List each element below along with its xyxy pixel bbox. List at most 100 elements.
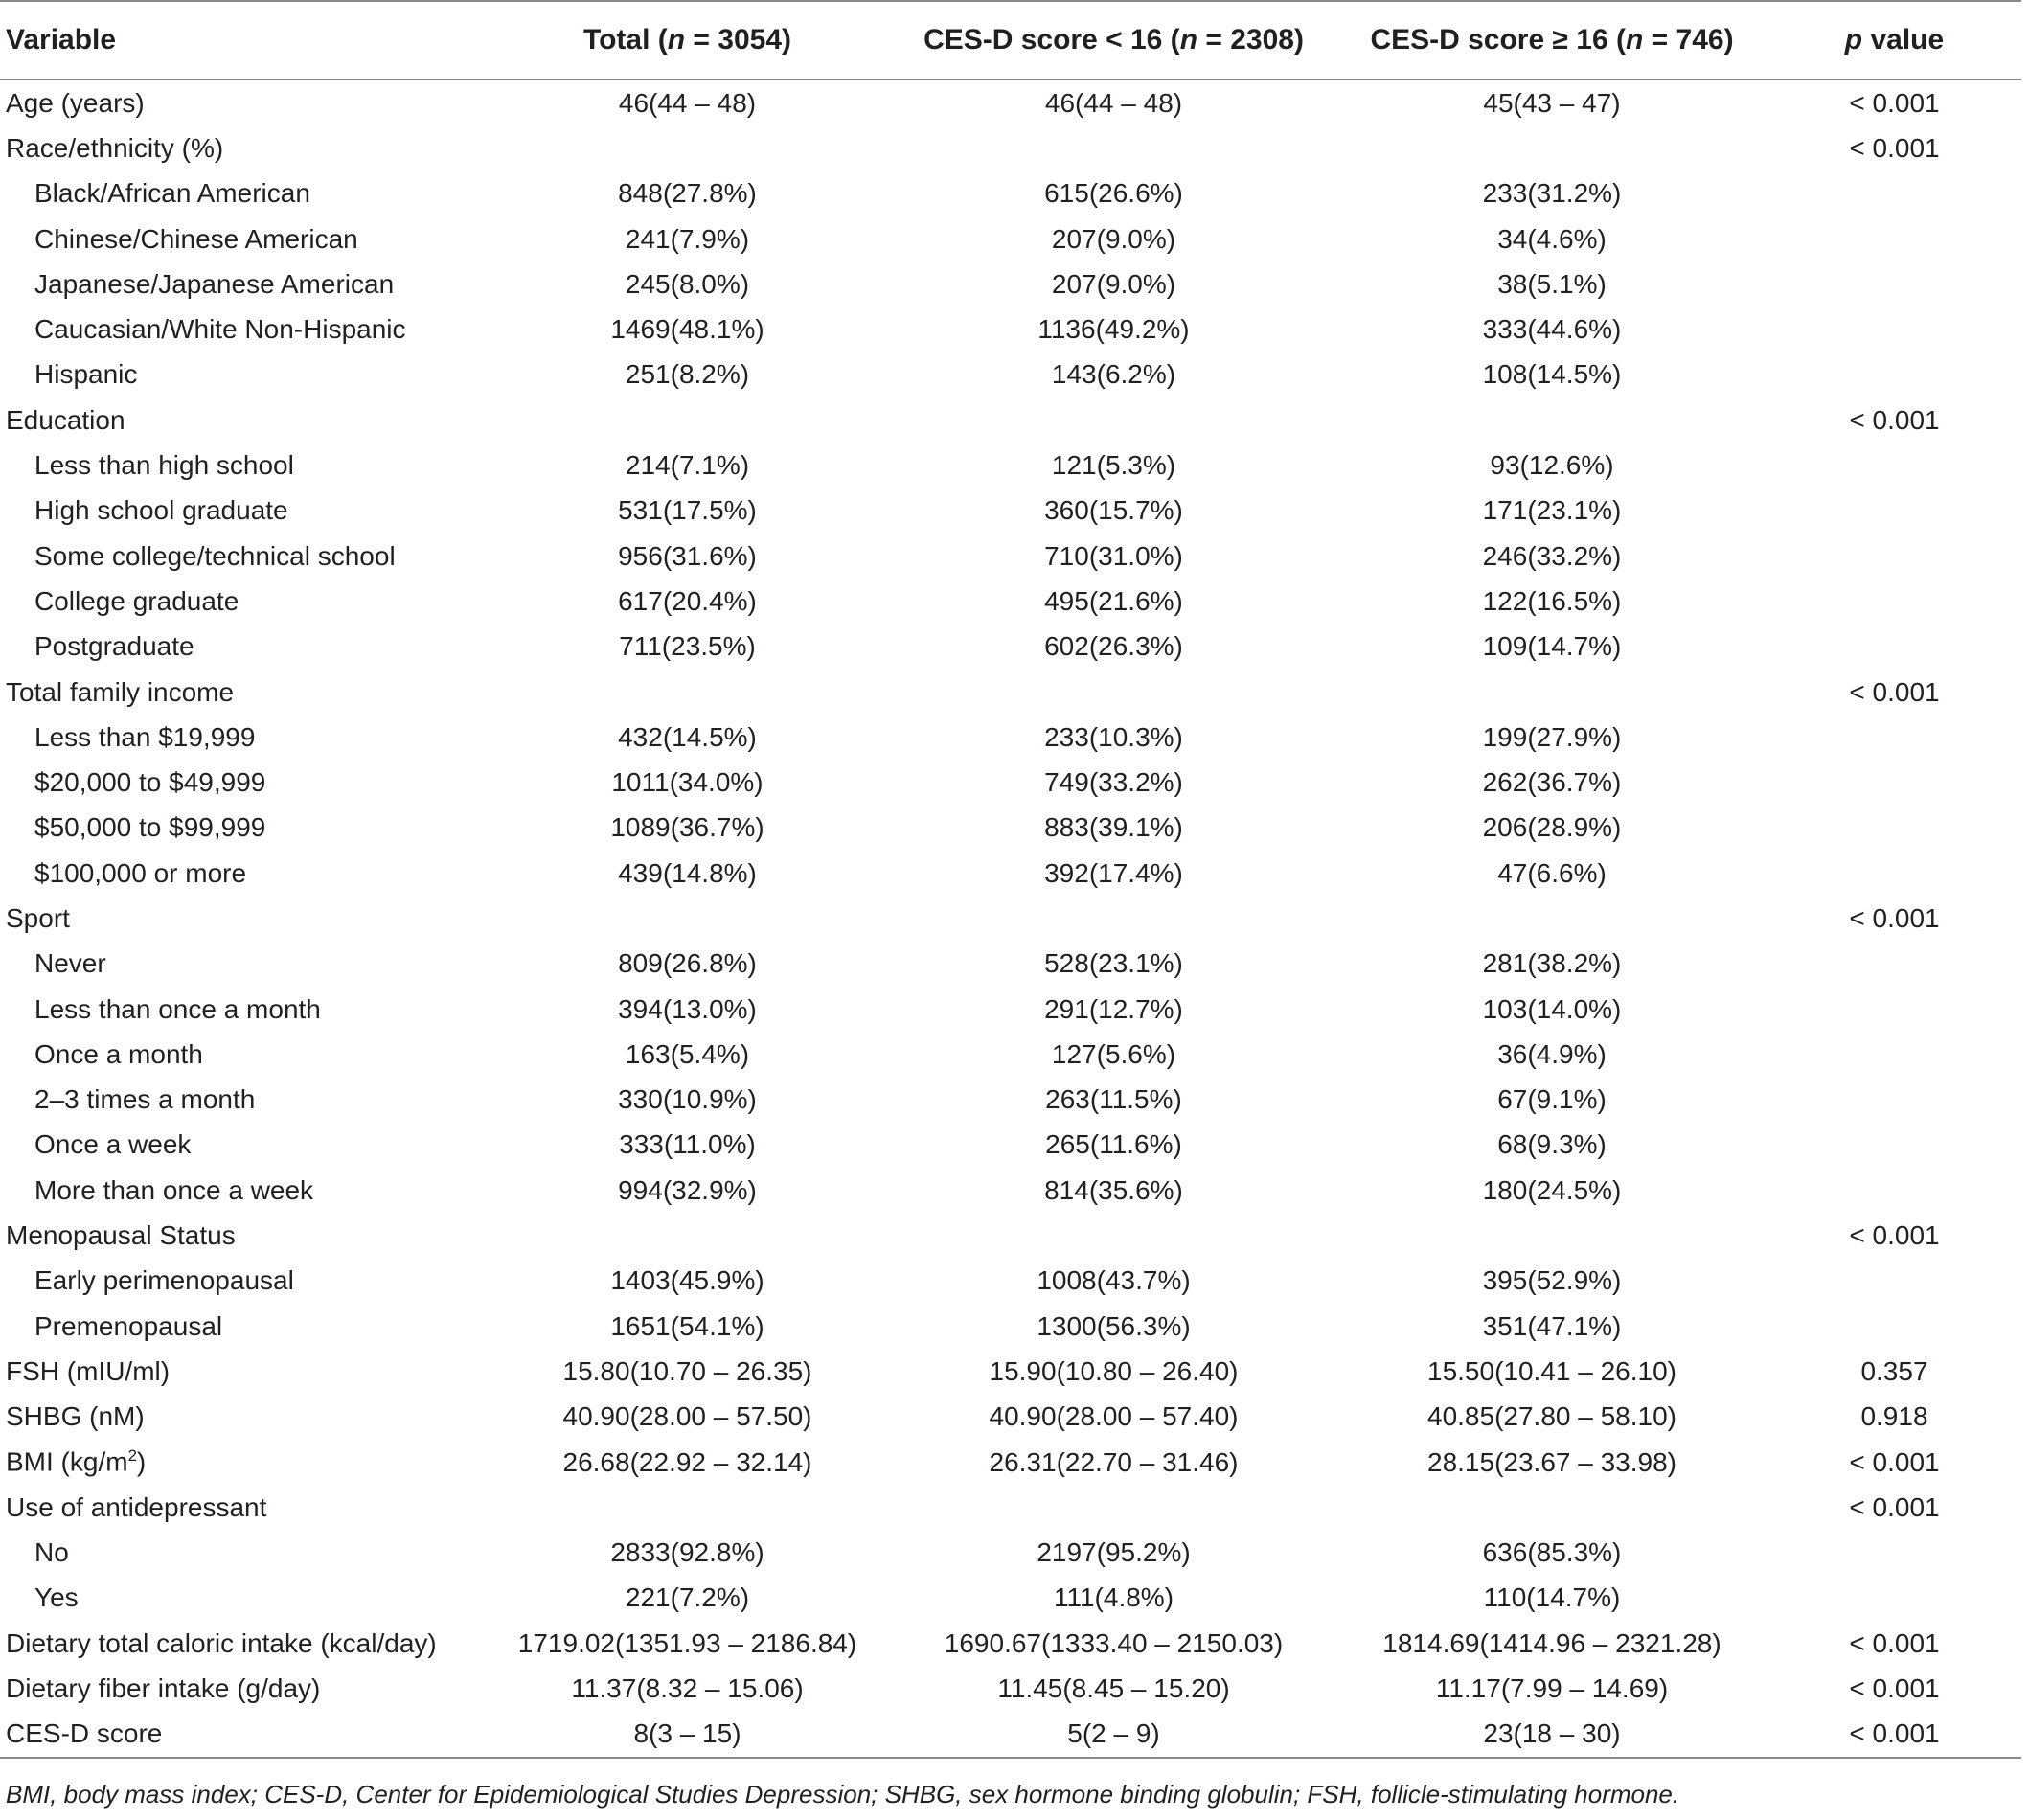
cell-ces-d-high: 108(14.5%) [1482, 359, 1622, 390]
cell-ces-d-high [1336, 670, 1767, 715]
cell-ces-d-low [891, 398, 1336, 443]
row-label: SHBG (nM) [6, 1401, 145, 1432]
table-row: More than once a week 994(32.9%) 814(35.6%… [0, 1168, 2021, 1213]
cell-ces-d-low: 291(12.7%) [1044, 993, 1183, 1024]
cell-ces-d-low: 11.45(8.45 – 15.20) [997, 1673, 1230, 1704]
row-label: Premenopausal [34, 1310, 223, 1341]
cell-ces-d-low: 127(5.6%) [1051, 1038, 1176, 1069]
row-label: Dietary fiber intake (g/day) [6, 1673, 321, 1704]
row-label: $100,000 or more [34, 857, 247, 888]
cell-p-value: < 0.001 [1849, 1446, 1940, 1477]
cell-p-value [1767, 1078, 2021, 1123]
cell-p-value [1767, 760, 2021, 805]
cell-ces-d-high: 36(4.9%) [1497, 1038, 1607, 1069]
cell-ces-d-high: 68(9.3%) [1497, 1129, 1607, 1160]
cell-ces-d-low: 392(17.4%) [1044, 857, 1183, 888]
row-label: Japanese/Japanese American [34, 268, 395, 299]
cell-total: 11.37(8.32 – 15.06) [571, 1673, 804, 1704]
table-row: Yes 221(7.2%) 111(4.8%) 110(14.7%) [0, 1576, 2021, 1621]
cell-ces-d-low: 710(31.0%) [1044, 540, 1183, 571]
table-row: Less than high school 214(7.1%) 121(5.3%) 9… [0, 443, 2021, 488]
cell-total: 848(27.8%) [618, 178, 757, 209]
cell-total: 2833(92.8%) [610, 1537, 764, 1568]
cell-p-value [1767, 1168, 2021, 1213]
cell-p-value [1767, 1576, 2021, 1621]
cell-ces-d-high: 109(14.7%) [1482, 631, 1622, 662]
row-label: Dietary total caloric intake (kcal/day) [6, 1627, 437, 1658]
header-p-value: p value [1767, 0, 2021, 80]
table-row: Premenopausal 1651(54.1%) 1300(56.3%) 351(4… [0, 1304, 2021, 1349]
cell-ces-d-low: 233(10.3%) [1044, 721, 1183, 752]
cell-ces-d-high [1336, 125, 1767, 171]
table-row: Hispanic 251(8.2%) 143(6.2%) 108(14.5%) [0, 353, 2021, 398]
cell-ces-d-low: 265(11.6%) [1045, 1129, 1182, 1160]
cell-total: 711(23.5%) [619, 631, 756, 662]
cell-p-value [1767, 851, 2021, 896]
cell-ces-d-high: 67(9.1%) [1497, 1084, 1607, 1115]
cell-ces-d-high: 281(38.2%) [1482, 948, 1622, 979]
cell-total: 241(7.9%) [625, 223, 750, 254]
cell-ces-d-high [1336, 1213, 1767, 1258]
table-footnote: BMI, body mass index; CES-D, Center for … [6, 1780, 1680, 1809]
cell-ces-d-low [891, 896, 1336, 941]
table-row: Black/African American 848(27.8%) 615(26.6… [0, 171, 2021, 216]
cell-p-value [1767, 216, 2021, 262]
cell-p-value [1767, 1304, 2021, 1349]
cell-ces-d-low [891, 1485, 1336, 1530]
cell-total: 1089(36.7%) [610, 812, 764, 843]
table-row: $20,000 to $49,999 1011(34.0%) 749(33.2%) 2… [0, 760, 2021, 805]
cell-ces-d-low: 121(5.3%) [1051, 450, 1176, 481]
cell-ces-d-high: 171(23.1%) [1482, 495, 1622, 526]
cell-total: 245(8.0%) [625, 268, 750, 299]
cell-ces-d-low [891, 1213, 1336, 1258]
cell-ces-d-low: 111(4.8%) [1053, 1582, 1174, 1613]
cell-total [484, 1485, 891, 1530]
cell-total: 1403(45.9%) [610, 1265, 764, 1296]
cell-ces-d-low: 602(26.3%) [1044, 631, 1183, 662]
cell-total: 394(13.0%) [618, 993, 757, 1024]
row-label: High school graduate [34, 495, 288, 526]
table-row: 2–3 times a month 330(10.9%) 263(11.5%) 67(… [0, 1078, 2021, 1123]
table-row: Use of antidepressant < 0.001 [0, 1485, 2021, 1530]
row-label: Some college/technical school [34, 540, 396, 571]
row-label: Once a week [34, 1129, 192, 1160]
cell-total [484, 398, 891, 443]
cell-ces-d-high: 351(47.1%) [1482, 1310, 1622, 1341]
row-label: 2–3 times a month [34, 1084, 256, 1115]
cell-total: 15.80(10.70 – 26.35) [562, 1355, 812, 1386]
cell-ces-d-high [1336, 398, 1767, 443]
cell-total [484, 896, 891, 941]
table-row: Japanese/Japanese American 245(8.0%) 207(9… [0, 262, 2021, 307]
row-label: Use of antidepressant [6, 1491, 267, 1522]
row-label: Sport [6, 902, 70, 933]
cell-total: 214(7.1%) [625, 450, 750, 481]
cell-p-value [1767, 987, 2021, 1032]
cell-p-value [1767, 443, 2021, 488]
header-variable: Variable [0, 0, 484, 80]
row-label: BMI (kg/m2) [6, 1446, 147, 1477]
cell-total: 46(44 – 48) [618, 87, 757, 118]
cell-p-value [1767, 715, 2021, 760]
cell-ces-d-high: 636(85.3%) [1482, 1537, 1622, 1568]
cell-total: 809(26.8%) [618, 948, 757, 979]
table-row: Education < 0.001 [0, 398, 2021, 443]
header-ces-d-low: CES-D score < 16 (n = 2308) [891, 0, 1336, 80]
row-label: $50,000 to $99,999 [34, 812, 266, 843]
table-row: Less than once a month 394(13.0%) 291(12.7… [0, 987, 2021, 1032]
row-label: $20,000 to $49,999 [34, 767, 266, 798]
cell-p-value: < 0.001 [1849, 1673, 1940, 1704]
cell-total [484, 1213, 891, 1258]
cell-p-value [1767, 579, 2021, 624]
table-row: Dietary fiber intake (g/day) 11.37(8.32 –… [0, 1666, 2021, 1711]
cell-p-value [1767, 625, 2021, 670]
cell-ces-d-low: 1136(49.2%) [1037, 314, 1190, 345]
cell-ces-d-high: 110(14.7%) [1483, 1582, 1621, 1613]
table-row: Postgraduate 711(23.5%) 602(26.3%) 109(14.7… [0, 625, 2021, 670]
row-label: Less than high school [34, 450, 294, 481]
cell-ces-d-low: 143(6.2%) [1051, 359, 1176, 390]
table-row: $100,000 or more 439(14.8%) 392(17.4%) 47(6… [0, 851, 2021, 896]
row-label: Age (years) [6, 87, 145, 118]
row-label: Hispanic [34, 359, 138, 390]
table-row: Some college/technical school 956(31.6%) 7… [0, 534, 2021, 579]
cell-p-value: < 0.001 [1767, 1711, 2021, 1759]
